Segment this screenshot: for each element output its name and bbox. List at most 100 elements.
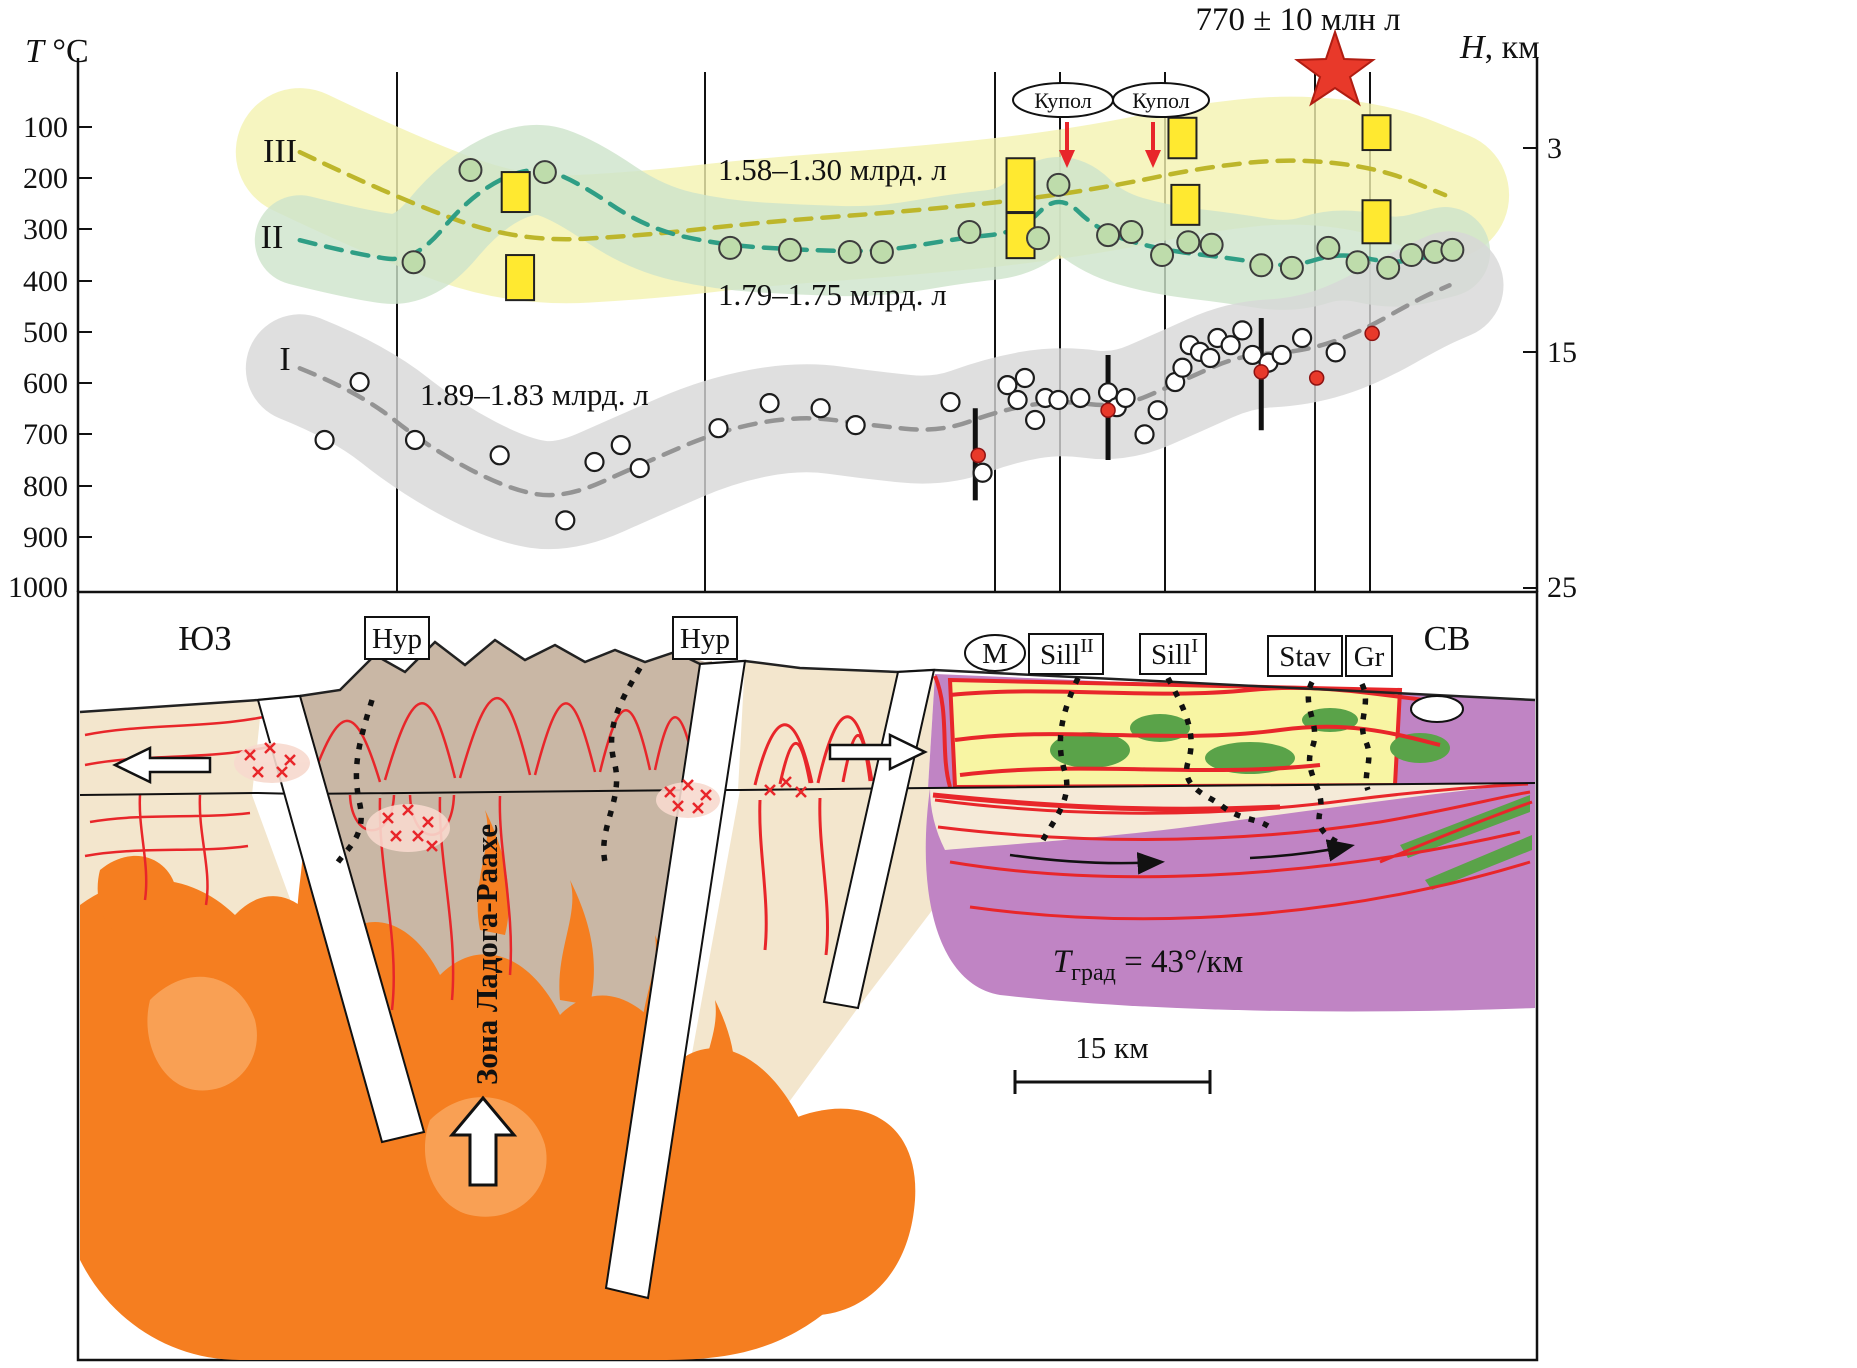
age-label-curve3: 1.58–1.30 млрд. л bbox=[718, 152, 947, 187]
fault-plane-2 bbox=[604, 659, 747, 1300]
tick-300: 300 bbox=[23, 213, 68, 246]
sample-point-green bbox=[1026, 226, 1051, 251]
yellow-interval-bar bbox=[1167, 116, 1198, 160]
sample-point-open bbox=[349, 371, 370, 393]
sample-point-green bbox=[1119, 220, 1144, 245]
granitoid-patches bbox=[234, 741, 808, 853]
arrow-right-icon bbox=[828, 733, 928, 771]
sample-point-open bbox=[810, 398, 831, 419]
marker-box-nur2 bbox=[672, 616, 738, 660]
marker-label-gr: Gr bbox=[1354, 641, 1385, 673]
sample-point-open bbox=[1134, 424, 1155, 445]
sample-point-open bbox=[972, 462, 993, 483]
right-tick-labels: 3 15 25 bbox=[1547, 132, 1577, 604]
tick-200: 200 bbox=[23, 162, 68, 195]
dome-label-2: Купол bbox=[1132, 88, 1190, 113]
sample-point-green bbox=[1399, 243, 1424, 268]
marker-label-m: М bbox=[982, 638, 1008, 670]
sample-point-open bbox=[404, 429, 426, 451]
sample-point-red bbox=[1308, 370, 1325, 386]
sample-point-red bbox=[970, 447, 986, 464]
cross-section-block: Зона Ладога-Раахе Tград = 43°/км 15 км bbox=[76, 590, 1539, 1362]
marker-box-stav bbox=[1267, 635, 1343, 677]
sample-point-open bbox=[1271, 344, 1292, 366]
scale-label: 15 км bbox=[1075, 1030, 1148, 1065]
sample-point-green bbox=[957, 220, 982, 245]
age-label-curve2: 1.79–1.75 млрд. л bbox=[718, 277, 947, 312]
sample-point-open bbox=[1070, 387, 1091, 409]
block-back-edge bbox=[79, 638, 1536, 714]
yellow-interval-bar bbox=[1361, 199, 1392, 245]
marker-label-sill2: SillII bbox=[1040, 635, 1094, 671]
tick-900: 900 bbox=[23, 521, 68, 554]
tick-1000: 1000 bbox=[8, 571, 68, 604]
sample-point-open bbox=[629, 458, 650, 479]
sample-point-open bbox=[1292, 327, 1313, 349]
gradient-label: Tград = 43°/км bbox=[1053, 944, 1244, 986]
marker-label-nur1: Нур bbox=[372, 623, 422, 655]
profile-chart bbox=[235, 88, 1510, 550]
sample-point-open bbox=[1025, 409, 1046, 431]
tick-600: 600 bbox=[23, 367, 68, 400]
sample-point-open bbox=[1220, 335, 1241, 356]
arrows bbox=[112, 733, 1355, 1187]
sample-point-open bbox=[1200, 347, 1221, 369]
curve-III bbox=[297, 149, 1448, 242]
sample-point-green bbox=[1096, 223, 1121, 248]
sample-point-open bbox=[708, 418, 729, 439]
section-marker-labels: ЮЗ СВ Нур Нур М SillII SillI Stav Gr bbox=[178, 616, 1471, 677]
sample-point-open bbox=[759, 392, 780, 414]
dome-callouts: Купол Купол bbox=[1012, 82, 1210, 168]
sample-point-open bbox=[997, 375, 1018, 396]
sample-point-open bbox=[314, 429, 335, 451]
yellow-interval-bar bbox=[1170, 183, 1201, 226]
age-label-curve1: 1.89–1.83 млрд. л bbox=[420, 377, 649, 412]
ne-label: СВ bbox=[1424, 619, 1471, 658]
marker-box-gr bbox=[1345, 635, 1393, 677]
sample-point-red bbox=[1100, 402, 1116, 419]
sample-point-green bbox=[401, 250, 426, 275]
arrow-left-icon bbox=[112, 746, 212, 784]
sample-point-open bbox=[1014, 367, 1035, 389]
fault-plane-1 bbox=[256, 694, 426, 1144]
tick-100: 100 bbox=[23, 111, 68, 144]
marker-box-nur1 bbox=[364, 616, 430, 660]
scale-bar: 15 км bbox=[1013, 1030, 1212, 1094]
yellow-interval-bar bbox=[1005, 157, 1036, 214]
arrow-up-zone-icon bbox=[448, 1095, 518, 1187]
sample-point-red bbox=[1364, 325, 1380, 342]
yellow-interval-bar bbox=[1361, 114, 1392, 152]
sample-point-green bbox=[1176, 230, 1201, 255]
tick-15km: 15 bbox=[1547, 336, 1577, 369]
sample-point-green bbox=[1249, 253, 1274, 278]
star-icon bbox=[1294, 28, 1376, 107]
sample-point-open bbox=[1097, 382, 1119, 403]
tick-400: 400 bbox=[23, 265, 68, 298]
tick-3km: 3 bbox=[1547, 132, 1562, 165]
tick-500: 500 bbox=[23, 316, 68, 349]
isograd-dotted-lines bbox=[335, 666, 1372, 864]
sample-point-green bbox=[777, 237, 802, 262]
sample-point-green bbox=[458, 158, 483, 183]
curve-III-label: III bbox=[263, 133, 297, 170]
right-tick-marks bbox=[1523, 147, 1537, 589]
dome-label-1: Купол bbox=[1034, 88, 1092, 113]
sample-point-green bbox=[1440, 237, 1465, 262]
right-axis-title: H, км bbox=[1459, 29, 1540, 66]
sample-point-green bbox=[869, 239, 894, 264]
sample-point-green bbox=[718, 235, 743, 260]
sample-point-open bbox=[584, 451, 605, 473]
sample-point-open bbox=[610, 434, 631, 456]
sample-point-open bbox=[1007, 389, 1028, 411]
sample-point-open bbox=[1048, 389, 1069, 411]
left-tick-marks bbox=[78, 126, 92, 538]
sample-point-green bbox=[1316, 235, 1341, 260]
yellow-interval-bar bbox=[500, 171, 531, 214]
sample-point-green bbox=[1279, 255, 1304, 280]
sample-point-red bbox=[1253, 364, 1269, 380]
tick-800: 800 bbox=[23, 470, 68, 503]
dome-arrow-icons bbox=[1065, 122, 1155, 152]
dome-arrowhead-icon bbox=[1059, 150, 1075, 168]
